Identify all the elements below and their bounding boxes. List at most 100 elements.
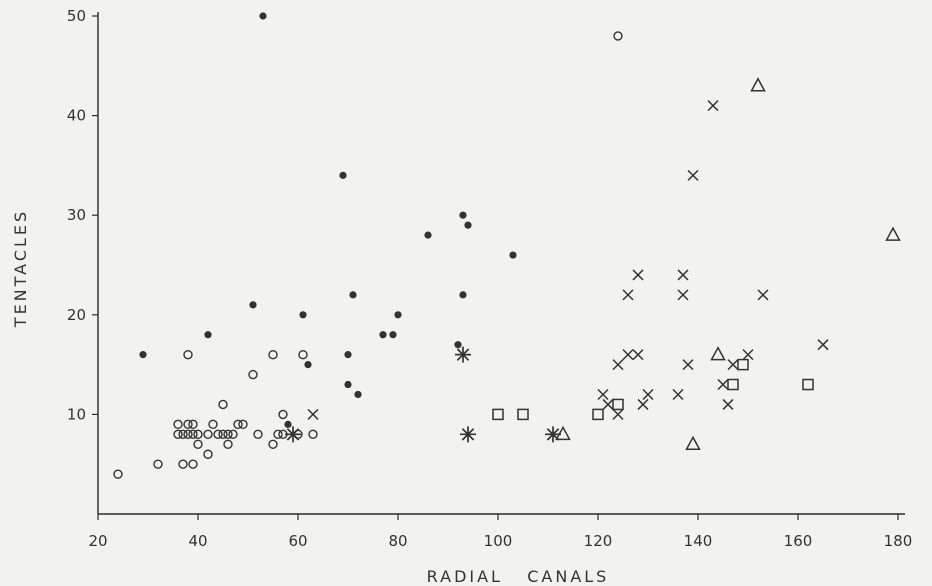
data-point-cross — [632, 349, 644, 361]
data-point-filled-circle — [389, 331, 397, 339]
data-point-open-circle — [113, 469, 123, 479]
data-point-triangle — [885, 226, 901, 241]
data-point-open-circle — [188, 429, 198, 440]
x-tick-label: 180 — [884, 532, 913, 550]
data-point-cross — [612, 408, 624, 420]
data-point-open-circle — [178, 429, 188, 440]
data-point-open-circle — [298, 349, 308, 360]
y-tick-label: 50 — [67, 7, 86, 25]
data-point-open-circle — [228, 429, 238, 440]
data-point-triangle — [710, 346, 726, 361]
data-point-cross — [632, 269, 644, 281]
x-axis-title: RADIAL CANALS — [427, 567, 610, 586]
data-point-cross — [757, 289, 769, 301]
data-point-open-circle — [153, 459, 163, 469]
data-point-cross — [642, 388, 654, 401]
x-ticks: 20 40 60 80 100 120 140 160 180 — [88, 514, 912, 550]
data-point-open-circle — [613, 31, 623, 41]
data-point-filled-circle — [424, 231, 432, 239]
data-point-filled-circle — [344, 380, 352, 389]
data-point-open-circle — [218, 429, 228, 440]
y-tick-label: 10 — [67, 405, 86, 423]
data-point-square — [517, 408, 529, 421]
data-point-triangle — [750, 77, 766, 92]
x-tick-label: 60 — [288, 532, 307, 550]
data-point-filled-circle — [284, 420, 292, 428]
data-point-open-circle — [223, 429, 233, 440]
data-point-square — [492, 408, 504, 421]
data-point-filled-circle — [259, 12, 267, 20]
y-tick-label: 30 — [67, 206, 86, 224]
data-point-cross — [672, 388, 684, 401]
x-tick-label: 160 — [784, 532, 813, 550]
x-tick-label: 100 — [484, 532, 513, 550]
data-point-filled-circle — [459, 291, 467, 299]
data-point-open-circle — [193, 429, 203, 440]
x-tick-label: 140 — [684, 532, 713, 550]
data-point-filled-circle — [459, 211, 467, 219]
data-point-filled-circle — [139, 351, 147, 359]
data-point-filled-circle — [344, 351, 352, 359]
data-point-cross — [677, 289, 689, 301]
data-point-filled-circle — [349, 291, 357, 299]
data-point-open-circle — [193, 439, 203, 449]
data-point-open-circle — [203, 449, 213, 459]
data-point-square — [727, 378, 739, 391]
data-point-cross — [637, 398, 649, 410]
data-point-square — [612, 398, 624, 411]
data-point-open-circle — [178, 459, 188, 469]
data-point-open-circle — [173, 429, 183, 440]
data-point-cross — [622, 349, 634, 361]
x-tick-label: 20 — [88, 532, 107, 550]
y-tick-label: 40 — [67, 107, 86, 125]
y-axis-title: TENTACLES — [11, 209, 30, 328]
data-point-filled-circle — [354, 390, 362, 399]
data-point-cross — [682, 359, 694, 371]
data-point-square — [592, 408, 604, 421]
data-point-open-circle — [238, 419, 248, 430]
data-point-open-circle — [188, 419, 198, 430]
data-point-cross — [677, 269, 689, 281]
data-point-filled-circle — [454, 341, 462, 349]
data-point-open-circle — [218, 399, 228, 410]
data-point-open-circle — [183, 349, 193, 360]
data-point-filled-circle — [304, 361, 312, 369]
data-point-triangle — [555, 425, 571, 441]
data-point-cross — [612, 359, 624, 371]
x-tick-label: 40 — [188, 532, 207, 550]
data-point-open-circle — [268, 439, 278, 449]
data-point-asterisk — [285, 426, 301, 443]
data-point-asterisk — [455, 346, 471, 363]
data-point-filled-circle — [509, 251, 517, 259]
data-point-filled-circle — [379, 331, 387, 339]
data-point-cross — [602, 398, 614, 410]
data-point-square — [737, 358, 749, 371]
y-ticks: 10 20 30 40 50 — [67, 7, 98, 423]
data-point-open-circle — [248, 369, 258, 380]
data-point-filled-circle — [339, 171, 347, 179]
data-point-filled-circle — [394, 311, 402, 319]
data-points — [113, 12, 901, 479]
data-point-open-circle — [268, 349, 278, 360]
data-point-open-circle — [233, 419, 243, 430]
data-point-cross — [622, 289, 634, 301]
data-point-open-circle — [223, 439, 233, 449]
y-tick-label: 20 — [67, 306, 86, 324]
data-point-filled-circle — [204, 331, 212, 339]
data-point-open-circle — [183, 419, 193, 430]
data-point-square — [802, 378, 814, 391]
axes — [97, 12, 905, 515]
data-point-open-circle — [278, 409, 288, 420]
data-point-cross — [817, 339, 829, 351]
data-point-cross — [687, 169, 699, 181]
data-point-cross — [742, 349, 754, 361]
data-point-asterisk — [460, 426, 476, 443]
data-point-cross — [597, 388, 609, 401]
data-point-open-circle — [308, 429, 318, 440]
data-point-open-circle — [213, 429, 223, 440]
data-point-triangle — [685, 435, 701, 451]
data-point-open-circle — [203, 429, 213, 440]
data-point-open-circle — [188, 459, 198, 469]
data-point-cross — [717, 378, 729, 391]
